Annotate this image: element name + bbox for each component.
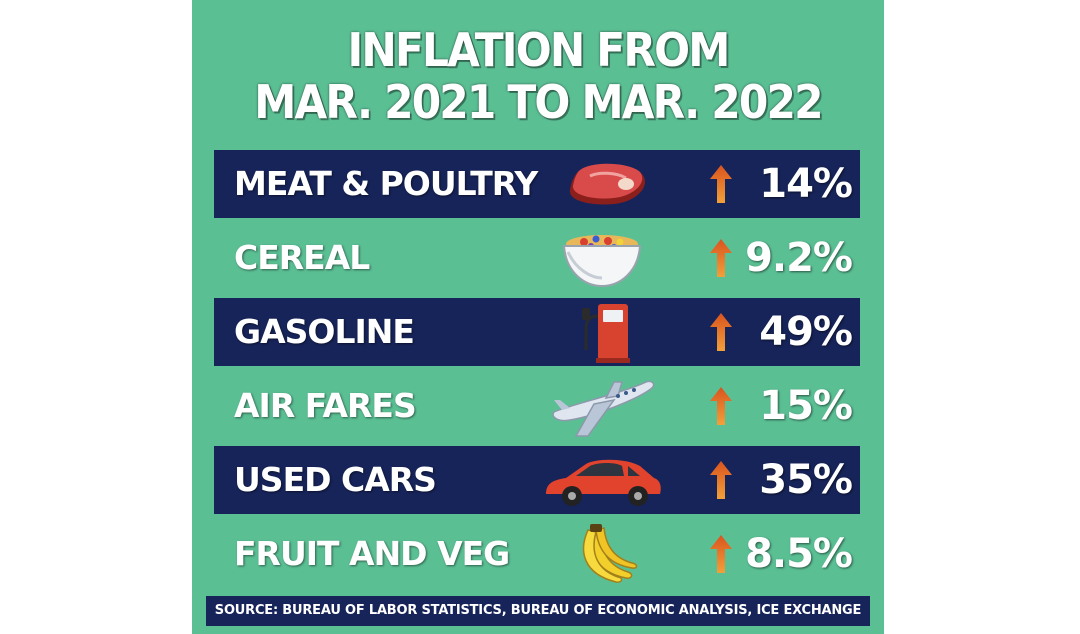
infographic-panel: INFLATION FROM MAR. 2021 TO MAR. 2022 ME… <box>192 0 884 634</box>
row-gasoline: GASOLINE 49% <box>214 298 860 366</box>
row-label: USED CARS <box>234 460 437 499</box>
source-note: SOURCE: BUREAU OF LABOR STATISTICS, BURE… <box>206 596 870 626</box>
row-value: 8.5% <box>745 531 853 577</box>
up-arrow-icon <box>710 239 732 277</box>
row-cereal: CEREAL 9.2% <box>214 224 860 292</box>
row-value: 9.2% <box>745 235 853 281</box>
up-arrow-icon <box>710 535 732 573</box>
banana-icon <box>536 522 668 586</box>
row-label: FRUIT AND VEG <box>234 534 510 573</box>
up-arrow-icon <box>710 165 732 203</box>
row-label: AIR FARES <box>234 386 417 425</box>
title-line-2: MAR. 2021 TO MAR. 2022 <box>254 75 823 129</box>
car-icon <box>536 448 668 512</box>
steak-icon <box>536 152 668 216</box>
row-air-fares: AIR FARES 15% <box>214 372 860 440</box>
gas-pump-icon <box>536 300 668 364</box>
row-label: CEREAL <box>234 238 370 277</box>
row-label: GASOLINE <box>234 312 415 351</box>
row-value: 49% <box>759 309 853 355</box>
up-arrow-icon <box>710 313 732 351</box>
airplane-icon <box>536 374 668 438</box>
row-meat-poultry: MEAT & POULTRY 14% <box>214 150 860 218</box>
row-used-cars: USED CARS 35% <box>214 446 860 514</box>
row-value: 14% <box>759 161 853 207</box>
row-value: 35% <box>759 457 853 503</box>
cereal-bowl-icon <box>536 226 668 290</box>
row-fruit-veg: FRUIT AND VEG 8.5% <box>214 520 860 588</box>
row-value: 15% <box>759 383 853 429</box>
title-line-1: INFLATION FROM <box>347 23 730 77</box>
up-arrow-icon <box>710 387 732 425</box>
up-arrow-icon <box>710 461 732 499</box>
row-label: MEAT & POULTRY <box>234 164 538 203</box>
